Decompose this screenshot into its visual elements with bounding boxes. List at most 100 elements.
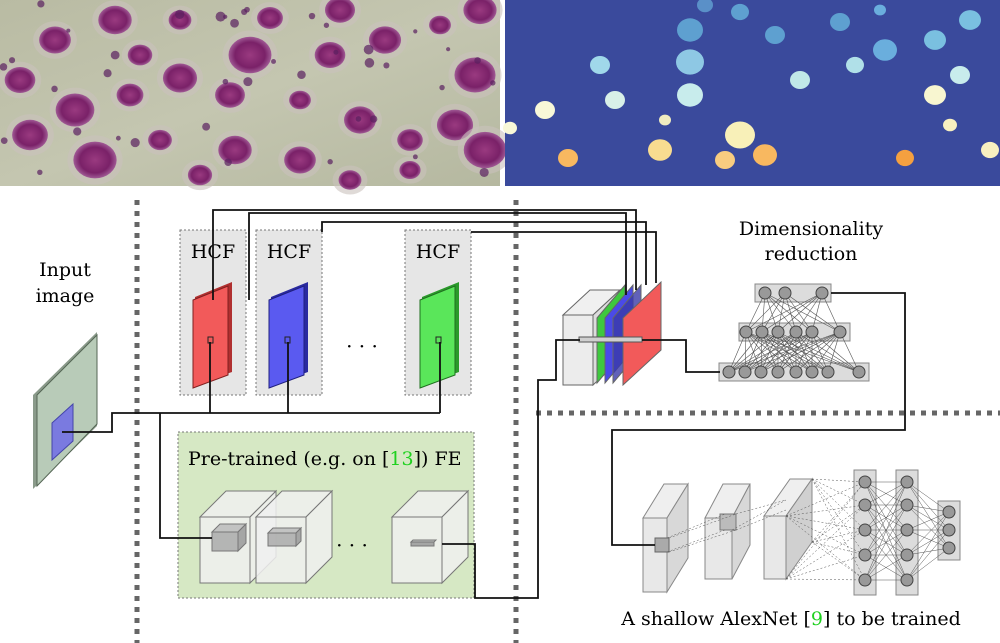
cell-nucleus xyxy=(463,131,507,169)
cell-nucleus xyxy=(314,41,346,69)
input-label-line2: image xyxy=(36,285,95,307)
segment-blob xyxy=(535,101,555,119)
segment-blob xyxy=(874,4,886,16)
dimred-node xyxy=(852,365,866,379)
alexnet-label: A shallow AlexNet [9] to be trained xyxy=(620,608,961,630)
segment-blob xyxy=(715,151,735,169)
cell-nucleus xyxy=(39,26,71,54)
cell-nucleus xyxy=(168,10,192,30)
segment-blob xyxy=(873,39,897,61)
connectors xyxy=(62,209,906,599)
fc-node xyxy=(900,573,914,587)
segment-blob xyxy=(697,0,713,13)
dimred-label-line1: Dimensionality xyxy=(739,218,883,240)
cell-nucleus xyxy=(436,109,474,141)
cell-nucleus xyxy=(324,0,356,23)
segment-blob xyxy=(677,18,703,42)
cell-nuclei xyxy=(0,0,513,195)
fe-block-1 xyxy=(198,489,278,585)
cell-nucleus xyxy=(73,141,117,179)
hcf-label-2: HCF xyxy=(267,241,311,263)
cell-nucleus xyxy=(284,146,316,174)
dimred-node xyxy=(815,286,829,300)
hcf-group: HCF HCF HCF · · · xyxy=(179,229,472,396)
fc-node xyxy=(858,573,872,587)
segment-blob xyxy=(830,13,850,31)
fc-node xyxy=(858,475,872,489)
dimred-node xyxy=(738,365,752,379)
segment-blob xyxy=(725,121,755,149)
dimred-node xyxy=(754,365,768,379)
separators xyxy=(134,200,1000,643)
fc-node xyxy=(900,523,914,537)
segment-blob xyxy=(896,149,914,167)
cell-nucleus xyxy=(215,82,245,108)
cell-nucleus xyxy=(12,119,48,151)
cell-nucleus xyxy=(399,160,421,180)
cell-nucleus xyxy=(338,170,362,190)
cell-nucleus xyxy=(127,44,153,66)
fe-ellipsis: · · · xyxy=(336,533,368,557)
cell-nucleus xyxy=(289,90,311,110)
dimred-node xyxy=(755,325,769,339)
dimred-node xyxy=(805,325,819,339)
segment-blob xyxy=(503,121,517,135)
fc-node xyxy=(942,523,956,537)
fc-node xyxy=(858,523,872,537)
fc-node xyxy=(858,548,872,562)
dimred-node xyxy=(771,365,785,379)
segment-blob xyxy=(846,56,864,74)
dimred-node xyxy=(789,365,803,379)
cell-nucleus xyxy=(429,15,451,35)
fe-label: Pre-trained (e.g. on [13]) FE xyxy=(188,448,462,470)
cell-nucleus xyxy=(162,63,198,93)
cell-nucleus xyxy=(218,135,252,165)
dimred-node xyxy=(771,325,785,339)
cell-nucleus xyxy=(454,57,496,93)
cell-nucleus xyxy=(228,36,272,74)
micrograph-panel xyxy=(0,0,513,195)
alexnet: A shallow AlexNet [9] to be trained xyxy=(620,469,961,630)
segment-blob xyxy=(924,85,946,105)
cell-nucleus xyxy=(397,129,423,151)
pretrained-fe-group: Pre-trained (e.g. on [13]) FE · · · xyxy=(177,431,475,599)
segment-blob xyxy=(765,26,785,44)
dimred-node xyxy=(789,325,803,339)
segmentation-panel xyxy=(503,0,1000,186)
segment-blob xyxy=(981,141,999,159)
input-label-line1: Input xyxy=(39,259,91,281)
dimensionality-reduction: Dimensionality reduction xyxy=(718,218,883,382)
segment-blob xyxy=(753,144,777,166)
hcf-label-3: HCF xyxy=(416,241,460,263)
segment-blob xyxy=(943,118,957,132)
segment-blob xyxy=(558,149,578,167)
dimred-node xyxy=(833,325,847,339)
segment-blob xyxy=(959,10,981,30)
cell-nucleus xyxy=(4,66,36,94)
segment-blob xyxy=(676,49,704,75)
segment-blob xyxy=(790,71,810,89)
segment-blob xyxy=(731,3,749,21)
cell-nucleus xyxy=(257,7,283,29)
cell-nucleus xyxy=(55,93,95,127)
segment-blob xyxy=(648,139,672,161)
dimred-label-line2: reduction xyxy=(765,243,858,265)
input-image-block: Input image xyxy=(33,259,98,489)
cell-nucleus xyxy=(148,129,172,151)
fe-block-3 xyxy=(390,489,470,585)
segment-blob xyxy=(924,30,946,50)
fe-block-2 xyxy=(254,489,334,585)
segment-blob xyxy=(677,83,703,107)
cell-nucleus xyxy=(368,26,402,54)
dimred-node xyxy=(722,365,736,379)
segmentation-blobs xyxy=(503,0,999,169)
hcf-ellipsis: · · · xyxy=(346,334,378,358)
segment-blob xyxy=(950,66,970,84)
feature-stack xyxy=(561,280,662,387)
cell-nucleus xyxy=(116,83,144,107)
fc-node xyxy=(900,498,914,512)
dimred-node xyxy=(739,325,753,339)
fc-node xyxy=(900,548,914,562)
dimred-node xyxy=(778,286,792,300)
fc-node xyxy=(942,505,956,519)
